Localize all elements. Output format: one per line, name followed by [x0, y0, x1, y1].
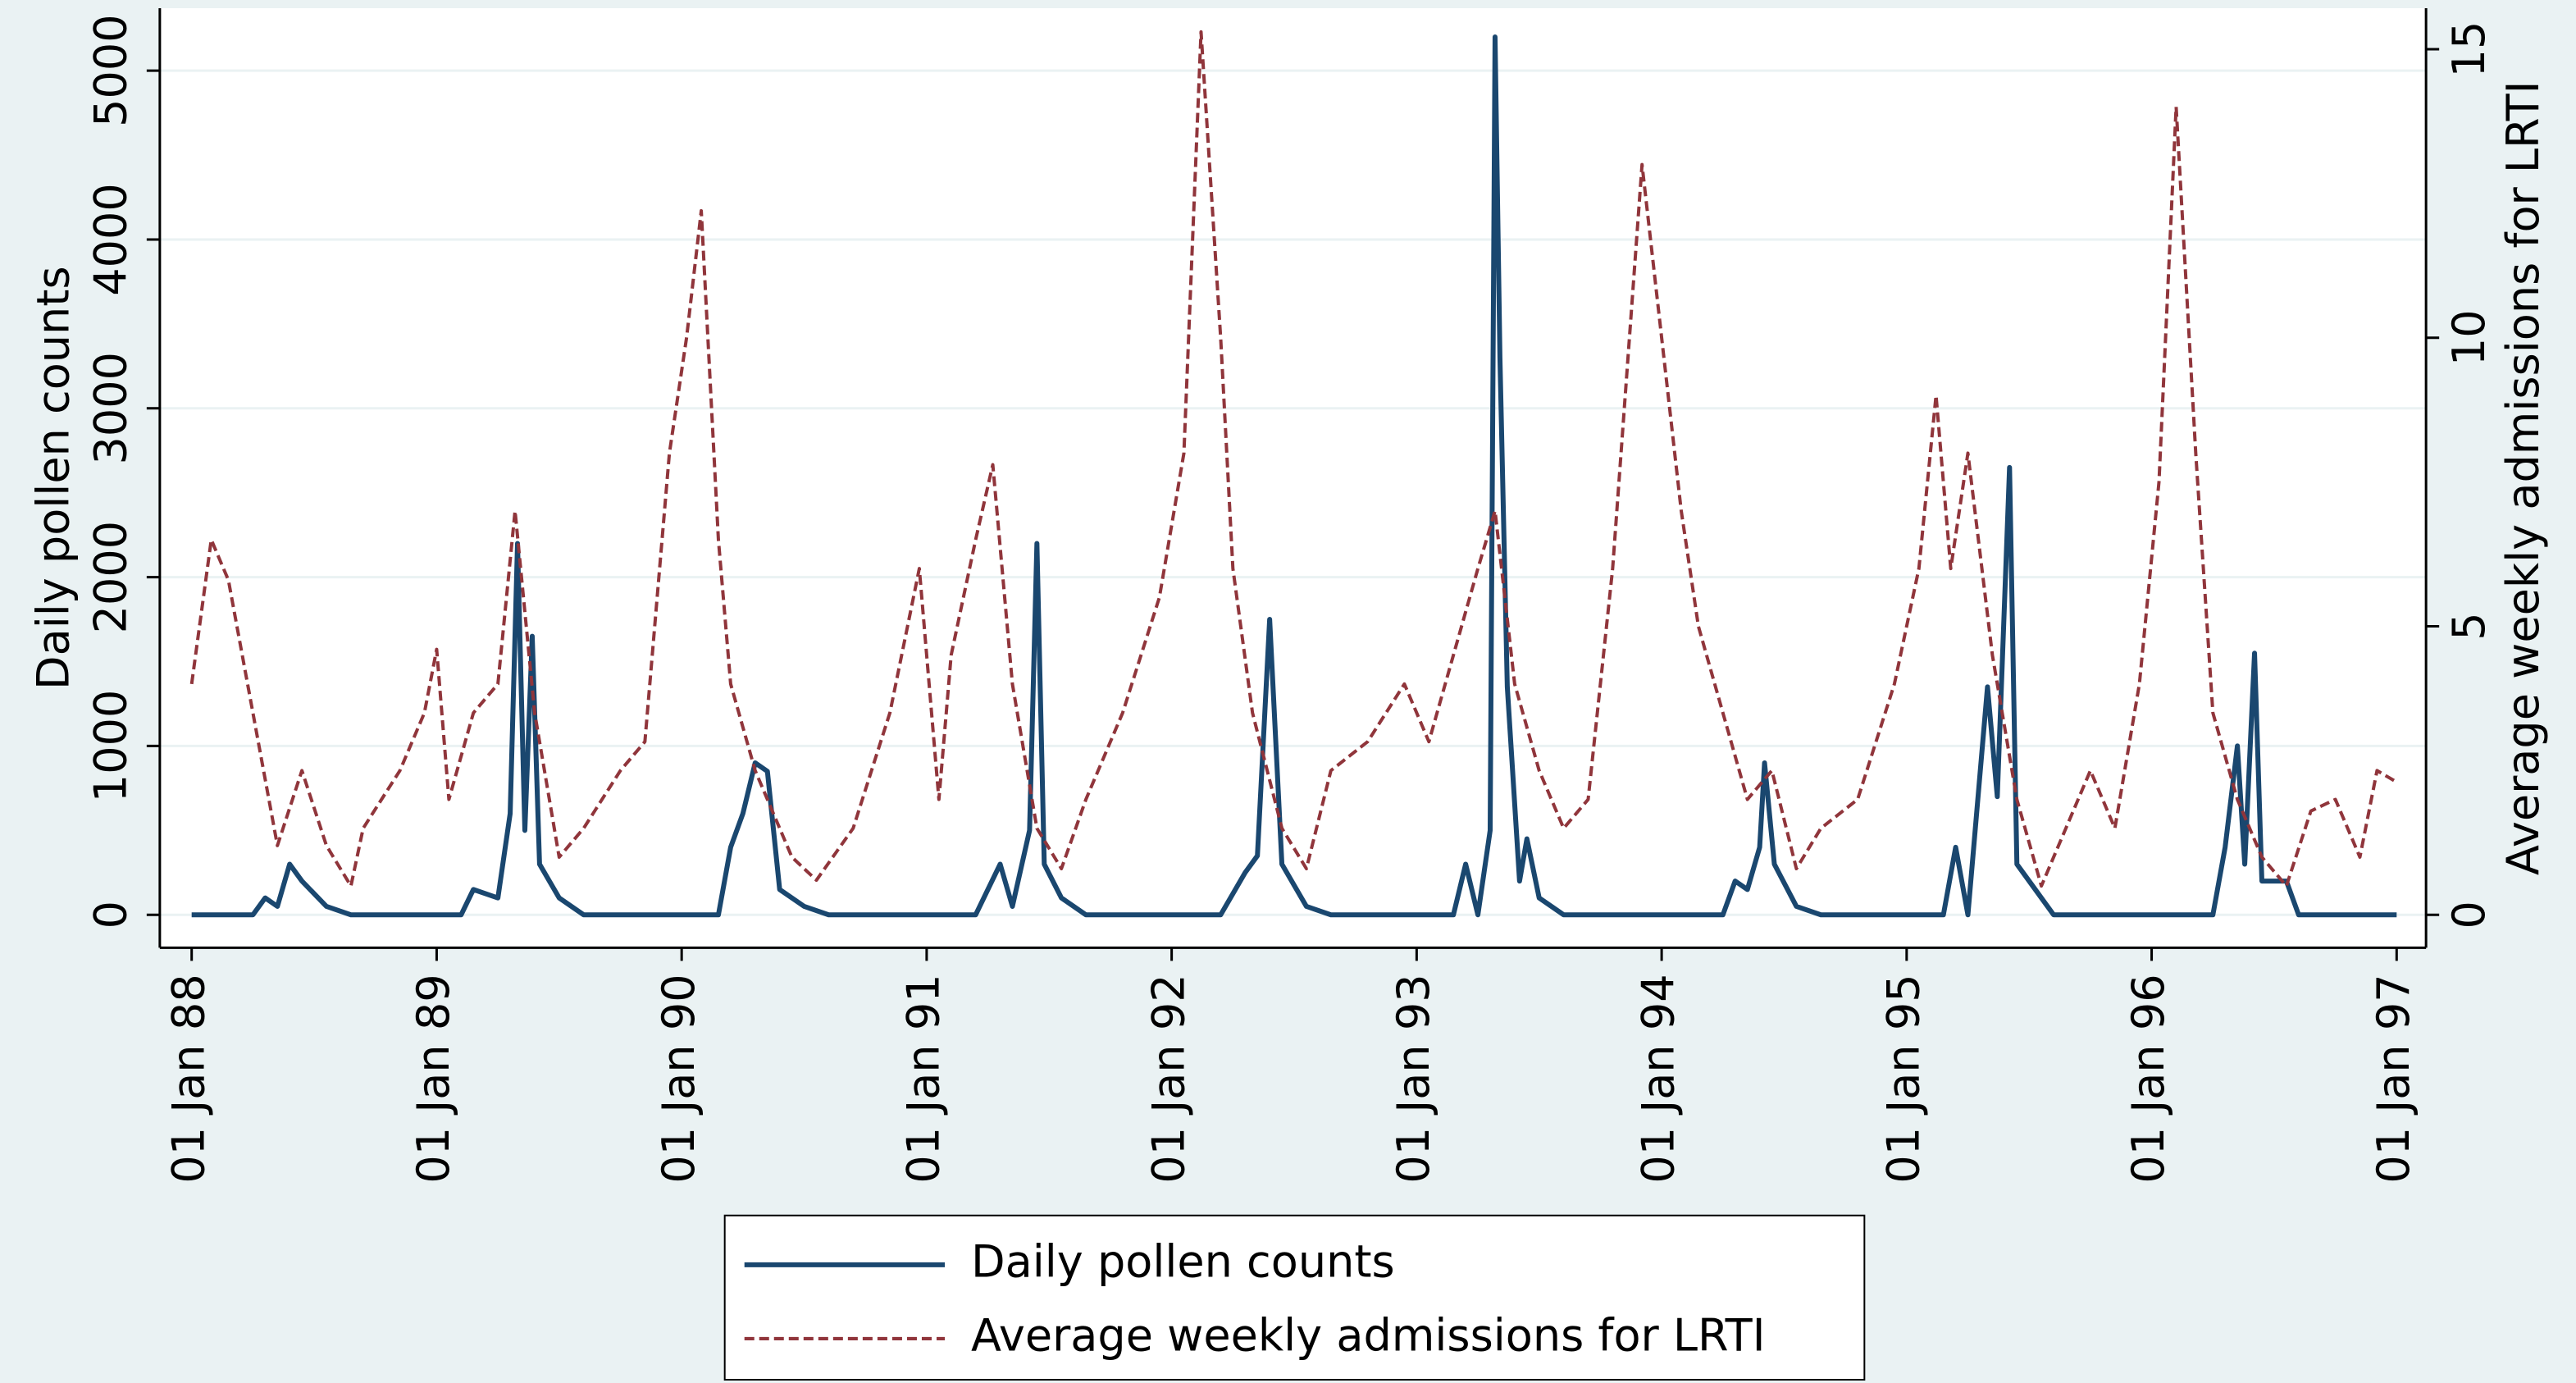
marks — [189, 30, 2398, 918]
y-tick-label: 3000 — [84, 352, 136, 465]
x-tick-label: 01 Jan 88 — [162, 974, 214, 1183]
series-line — [189, 30, 2398, 888]
axes: 0 1000 2000 3000 4000 5000 0 5 10 15 01 Jan 88 01 J… — [84, 14, 2494, 1183]
x-tick-label: 01 Jan 93 — [1388, 974, 1439, 1183]
y-tick-label: 4000 — [84, 183, 136, 296]
x-tick-label: 01 Jan 91 — [898, 974, 950, 1183]
y-tick-label: 5000 — [84, 14, 136, 127]
x-tick-label: 01 Jan 96 — [2122, 974, 2174, 1183]
x-tick-label: 01 Jan 90 — [653, 974, 704, 1183]
x-tick-label: 01 Jan 95 — [1877, 974, 1929, 1183]
y2-tick-label: 15 — [2443, 21, 2495, 78]
y-tick-label: 1000 — [84, 690, 136, 803]
x-tick-label: 01 Jan 97 — [2368, 974, 2419, 1183]
legend — [723, 1214, 1866, 1381]
x-tick-label: 01 Jan 94 — [1633, 974, 1685, 1183]
y2-tick-label: 10 — [2443, 309, 2495, 366]
y-tick-label: 0 — [84, 901, 136, 929]
legend-label: Daily pollen counts — [971, 1235, 1395, 1287]
x-tick-label: 01 Jan 92 — [1142, 974, 1194, 1183]
y2-axis-title: Average weekly admissions for LRTI — [2497, 80, 2549, 875]
plot-area — [159, 8, 2427, 948]
y-tick-label: 2000 — [84, 521, 136, 634]
x-tick-label: 01 Jan 89 — [408, 974, 459, 1183]
legend-label: Average weekly admissions for LRTI — [971, 1310, 1766, 1362]
y2-tick-label: 5 — [2443, 612, 2495, 640]
y-axis-title: Daily pollen counts — [27, 266, 79, 690]
y2-tick-label: 0 — [2443, 901, 2495, 929]
series-line — [191, 34, 2397, 918]
